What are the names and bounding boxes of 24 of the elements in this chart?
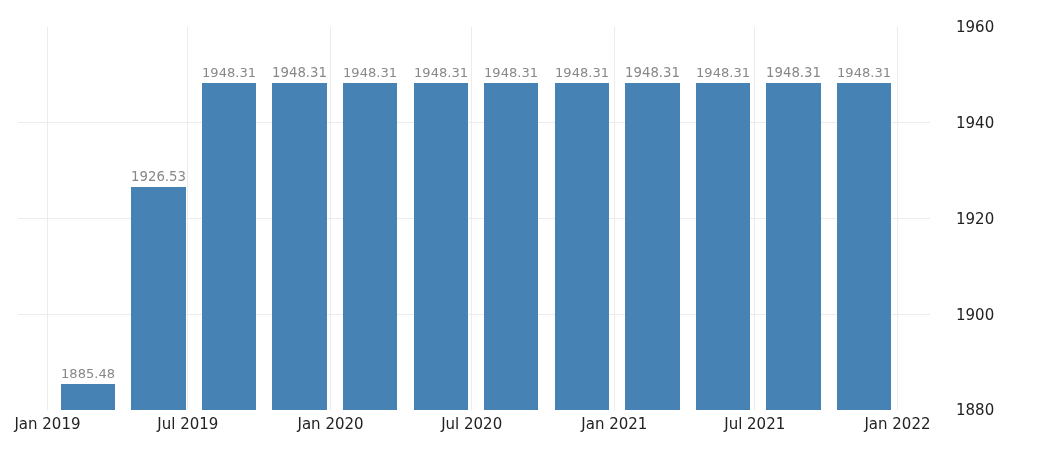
data-label: 1948.31 xyxy=(272,64,327,80)
data-label: 1948.31 xyxy=(484,64,538,80)
y-tick-label: 1920 xyxy=(956,209,995,228)
data-label: 1948.31 xyxy=(625,64,680,80)
x-tick-label: Jan 2022 xyxy=(863,415,931,433)
data-label: 1948.31 xyxy=(837,64,891,80)
data-label: 1926.53 xyxy=(131,168,186,184)
data-label: 1948.31 xyxy=(555,64,609,80)
data-label: 1948.31 xyxy=(766,64,821,80)
x-tick-label: Jan 2019 xyxy=(13,415,81,433)
data-label: 1948.31 xyxy=(696,64,750,80)
x-tick-label: Jan 2021 xyxy=(580,415,648,433)
data-label: 1948.31 xyxy=(414,64,468,80)
y-tick-label: 1900 xyxy=(956,305,995,324)
x-tick-label: Jul 2020 xyxy=(440,415,503,433)
y-tick-label: 1940 xyxy=(956,114,995,132)
data-label: 1885.48 xyxy=(61,365,115,381)
y-tick-label: 1880 xyxy=(956,401,995,420)
y-tick-label: 1960 xyxy=(956,18,995,37)
data-label: 1948.31 xyxy=(202,64,256,80)
x-tick-label: Jan 2020 xyxy=(296,415,364,433)
x-tick-label: Jul 2021 xyxy=(723,415,786,433)
data-label: 1948.31 xyxy=(343,64,397,80)
x-tick-label: Jul 2019 xyxy=(156,415,219,433)
